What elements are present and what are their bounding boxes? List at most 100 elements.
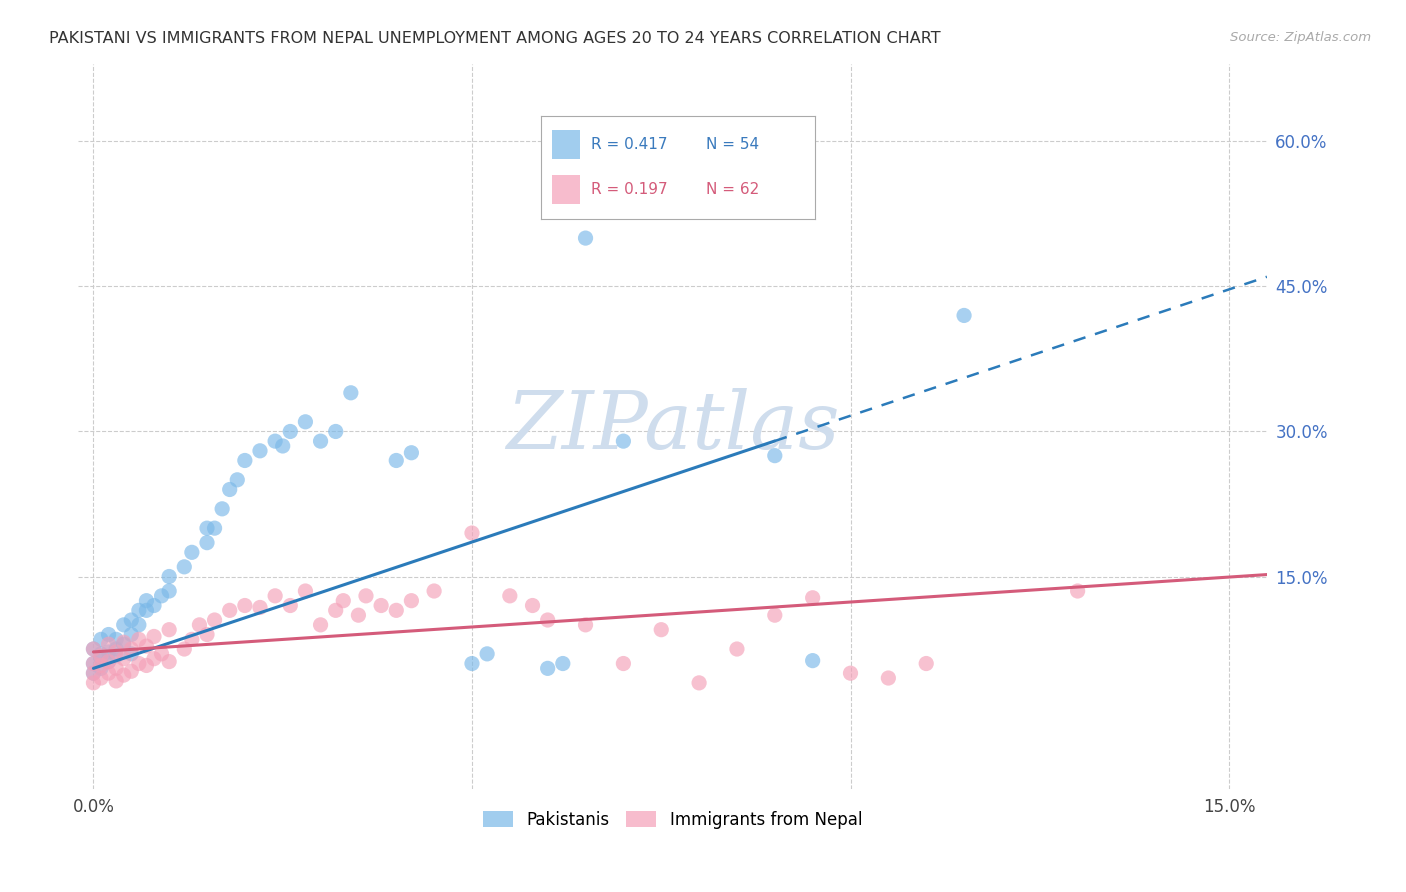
Point (204, 521, 226, 535)
Point (294, 415, 316, 429)
Point (423, 584, 446, 599)
Point (143, 630, 166, 644)
Point (915, 657, 938, 671)
Point (82, 666, 104, 681)
Text: N = 54: N = 54 (706, 137, 759, 153)
Text: PAKISTANI VS IMMIGRANTS FROM NEPAL UNEMPLOYMENT AMONG AGES 20 TO 24 YEARS CORREL: PAKISTANI VS IMMIGRANTS FROM NEPAL UNEMP… (49, 31, 941, 46)
Point (150, 647, 173, 661)
Point (226, 473, 249, 487)
Point (475, 647, 498, 661)
Point (1066, 584, 1088, 599)
Point (763, 608, 786, 623)
Point (128, 603, 150, 617)
Point (204, 613, 226, 627)
Point (135, 658, 157, 673)
Point (97, 666, 120, 681)
Text: N = 62: N = 62 (706, 182, 759, 197)
Point (180, 632, 202, 647)
Text: Source: ZipAtlas.com: Source: ZipAtlas.com (1230, 31, 1371, 45)
Point (347, 608, 370, 623)
Text: R = 0.417: R = 0.417 (591, 137, 668, 153)
Point (128, 632, 150, 647)
Point (97, 627, 120, 641)
Point (112, 637, 135, 651)
Point (195, 627, 218, 641)
Point (157, 584, 180, 599)
Point (249, 600, 271, 615)
Point (90, 671, 112, 685)
Point (105, 673, 128, 688)
Point (218, 483, 240, 497)
Legend: Pakistanis, Immigrants from Nepal: Pakistanis, Immigrants from Nepal (477, 804, 869, 835)
Point (97, 655, 120, 669)
Point (195, 535, 218, 549)
Point (90, 632, 112, 647)
Point (135, 593, 157, 607)
Point (309, 618, 332, 632)
Point (385, 603, 408, 617)
Point (877, 671, 900, 685)
Point (688, 676, 710, 690)
Point (551, 657, 574, 671)
Point (112, 668, 135, 682)
Point (801, 591, 824, 605)
Point (180, 545, 202, 559)
Point (112, 651, 135, 665)
Point (278, 599, 301, 613)
Point (82, 666, 104, 681)
Point (537, 661, 560, 675)
Point (612, 434, 634, 449)
Point (763, 449, 786, 463)
Point (157, 655, 180, 669)
Point (725, 642, 748, 657)
Point (135, 639, 157, 653)
Point (354, 589, 377, 603)
Point (90, 661, 112, 675)
Point (499, 589, 522, 603)
Point (401, 446, 423, 460)
Point (612, 657, 634, 671)
Point (173, 559, 195, 574)
Point (112, 618, 135, 632)
Point (522, 599, 544, 613)
Point (157, 623, 180, 637)
Point (839, 666, 862, 681)
Point (325, 425, 347, 439)
Point (309, 434, 332, 449)
Point (82, 642, 104, 657)
Point (105, 642, 128, 657)
Point (249, 443, 271, 458)
Point (128, 657, 150, 671)
Bar (553, 176, 579, 204)
Point (537, 613, 560, 627)
Point (233, 453, 256, 467)
Point (90, 658, 112, 673)
Point (650, 623, 672, 637)
Point (82, 657, 104, 671)
Text: ZIPatlas: ZIPatlas (506, 388, 839, 466)
Point (143, 651, 166, 665)
Point (128, 618, 150, 632)
Point (271, 439, 294, 453)
Bar (553, 130, 579, 159)
Point (90, 647, 112, 661)
Point (574, 618, 596, 632)
Point (325, 603, 347, 617)
Point (385, 453, 408, 467)
Point (218, 603, 240, 617)
Point (90, 651, 112, 665)
Point (953, 309, 976, 323)
Point (332, 593, 354, 607)
Point (135, 603, 157, 617)
Point (801, 654, 824, 668)
Point (105, 632, 128, 647)
Point (264, 434, 287, 449)
Point (105, 648, 128, 663)
Point (461, 657, 484, 671)
Point (112, 635, 135, 649)
Point (264, 589, 287, 603)
Point (82, 676, 104, 690)
Point (82, 657, 104, 671)
Point (82, 642, 104, 657)
Point (278, 425, 301, 439)
